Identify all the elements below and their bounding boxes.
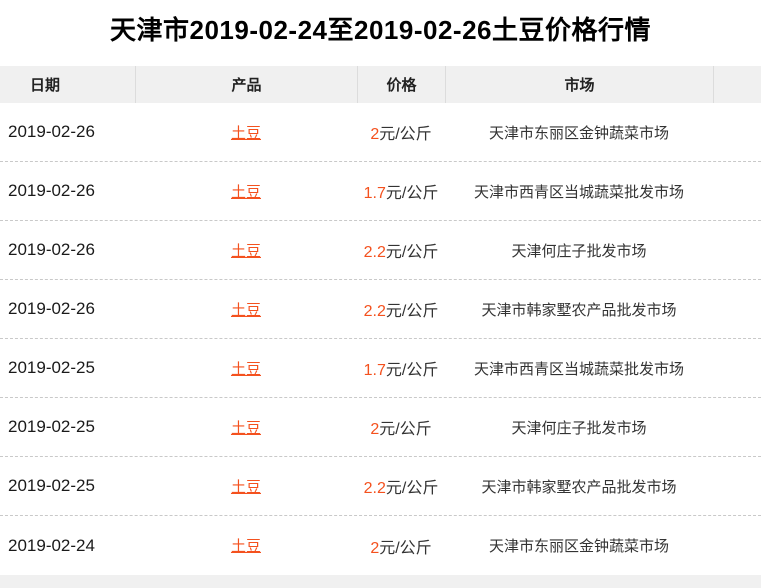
price-value: 1.7 (363, 362, 386, 379)
market-cell: 天津市韩家墅农产品批发市场 (481, 478, 677, 496)
product-link[interactable]: 土豆 (230, 419, 261, 437)
table-row: 2019-02-26 土豆 2.2元/公斤 天津市韩家墅农产品批发市场 (0, 280, 761, 339)
table-row: 2019-02-26 土豆 2.2元/公斤 天津何庄子批发市场 (0, 221, 761, 280)
page-title: 天津市2019-02-24至2019-02-26土豆价格行情 (110, 15, 651, 45)
market-cell: 天津市西青区当城蔬菜批发市场 (473, 183, 684, 201)
header-price: 价格 (357, 66, 445, 103)
table-row: 2019-02-26 土豆 2元/公斤 天津市东丽区金钟蔬菜市场 (0, 103, 761, 162)
product-link[interactable]: 土豆 (230, 538, 261, 555)
price-table: 日期 产品 价格 市场 2019-02-26 土豆 2元/公斤 天津市东丽区金钟… (0, 66, 761, 575)
price-unit: 元/公斤 (385, 362, 439, 379)
product-link[interactable]: 土豆 (230, 183, 261, 201)
market-cell: 天津市西青区当城蔬菜批发市场 (473, 360, 684, 378)
product-cell: 土豆 (135, 240, 357, 261)
product-link[interactable]: 土豆 (230, 478, 261, 496)
table-row: 2019-02-25 土豆 2.2元/公斤 天津市韩家墅农产品批发市场 (0, 457, 761, 516)
market-cell: 天津市东丽区金钟蔬菜市场 (488, 538, 669, 555)
date-cell: 2019-02-25 (8, 476, 95, 495)
date-cell: 2019-02-26 (8, 122, 95, 141)
date-cell: 2019-02-26 (8, 240, 95, 259)
price-unit: 元/公斤 (379, 421, 432, 438)
price-value: 2.2 (363, 480, 386, 497)
price-cell: 2.2元/公斤 (357, 238, 445, 262)
price-unit: 元/公斤 (379, 539, 432, 557)
price-value: 2 (370, 126, 380, 143)
market-cell: 天津市东丽区金钟蔬菜市场 (488, 124, 669, 142)
price-unit: 元/公斤 (379, 126, 432, 143)
price-unit: 元/公斤 (385, 244, 439, 261)
price-cell: 2元/公斤 (357, 120, 445, 144)
date-cell: 2019-02-25 (8, 358, 95, 377)
price-cell: 2元/公斤 (357, 415, 445, 439)
price-value: 2 (370, 421, 380, 438)
date-cell: 2019-02-26 (8, 181, 95, 200)
product-link[interactable]: 土豆 (230, 301, 261, 319)
price-unit: 元/公斤 (385, 185, 439, 202)
product-link[interactable]: 土豆 (230, 124, 261, 142)
header-product: 产品 (135, 66, 357, 103)
date-cell: 2019-02-25 (8, 417, 95, 436)
price-value: 2.2 (363, 244, 386, 261)
product-cell: 土豆 (135, 299, 357, 320)
price-cell: 1.7元/公斤 (357, 179, 445, 203)
price-unit: 元/公斤 (385, 303, 439, 320)
header-extra-cell (713, 66, 761, 103)
price-value: 2 (370, 539, 380, 557)
price-cell: 2.2元/公斤 (357, 297, 445, 321)
product-link[interactable]: 土豆 (230, 242, 261, 260)
market-cell: 天津市韩家墅农产品批发市场 (481, 301, 677, 319)
product-cell: 土豆 (135, 417, 357, 438)
market-cell: 天津何庄子批发市场 (511, 242, 647, 260)
bottom-gray-bar (0, 575, 761, 588)
price-value: 2.2 (363, 303, 386, 320)
market-cell: 天津何庄子批发市场 (511, 419, 647, 437)
table-header: 日期 产品 价格 市场 (0, 66, 761, 103)
product-cell: 土豆 (135, 535, 357, 556)
table-row: 2019-02-25 土豆 1.7元/公斤 天津市西青区当城蔬菜批发市场 (0, 339, 761, 398)
product-link[interactable]: 土豆 (230, 360, 261, 378)
price-cell: 2元/公斤 (357, 534, 445, 558)
price-value: 1.7 (363, 185, 386, 202)
product-cell: 土豆 (135, 181, 357, 202)
table-row: 2019-02-25 土豆 2元/公斤 天津何庄子批发市场 (0, 398, 761, 457)
table-row: 2019-02-26 土豆 1.7元/公斤 天津市西青区当城蔬菜批发市场 (0, 162, 761, 221)
price-cell: 1.7元/公斤 (357, 356, 445, 380)
header-date: 日期 (29, 77, 60, 94)
price-unit: 元/公斤 (385, 480, 439, 497)
product-cell: 土豆 (135, 358, 357, 379)
price-cell: 2.2元/公斤 (357, 474, 445, 498)
date-cell: 2019-02-26 (8, 299, 95, 318)
date-cell: 2019-02-24 (8, 535, 95, 555)
product-cell: 土豆 (135, 476, 357, 497)
header-market: 市场 (445, 66, 713, 103)
product-cell: 土豆 (135, 122, 357, 143)
table-row: 2019-02-24 土豆 2元/公斤 天津市东丽区金钟蔬菜市场 (0, 516, 761, 575)
